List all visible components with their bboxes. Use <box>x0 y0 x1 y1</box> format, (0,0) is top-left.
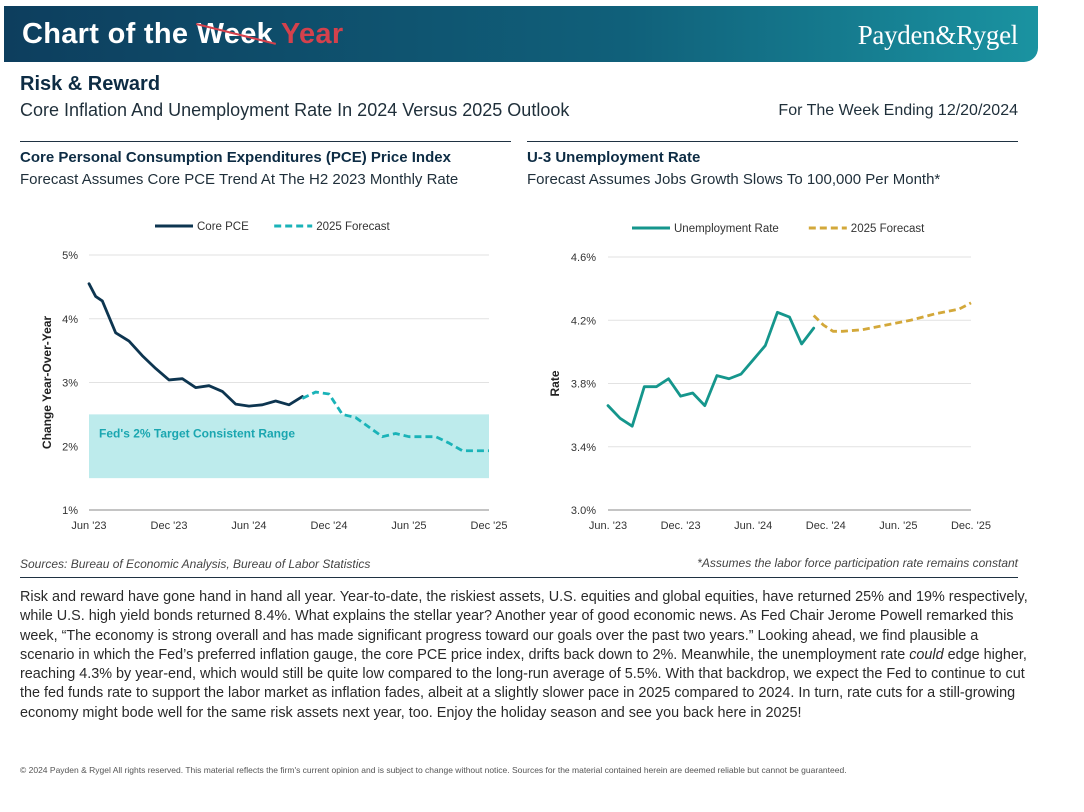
unemp-x-tick-label: Jun. '24 <box>734 520 772 532</box>
commentary-text-1: Risk and reward have gone hand in hand a… <box>20 589 1028 663</box>
unemp-series-actual-line <box>606 310 816 428</box>
pce-x-tick-label: Jun '25 <box>391 520 426 532</box>
unemp-x-tick-label: Jun. '25 <box>879 520 917 532</box>
pce-y-tick-label: 2% <box>62 441 78 453</box>
pce-x-tick-label: Dec '25 <box>471 520 508 532</box>
company-logo: Payden&Rygel <box>857 20 1019 50</box>
unemp-x-tick-label: Jun. '23 <box>589 520 627 532</box>
pce-legend-label: 2025 Forecast <box>316 221 390 233</box>
left-panel-rule <box>20 141 511 142</box>
unemp-x-tick-label: Dec. '25 <box>951 520 991 532</box>
banner-title-prefix: Chart of the <box>22 18 197 50</box>
unemp-legend-label: 2025 Forecast <box>851 223 925 235</box>
unemployment-chart: 3.0% 3.4% 3.8% 4.2% 4.6% Jun. '23 Dec. '23 Jun.… <box>548 223 991 532</box>
pce-x-tick-label: Jun '23 <box>71 520 106 532</box>
unemp-x-tick-label: Dec. '23 <box>661 520 701 532</box>
unemp-y-tick-label: 4.2% <box>571 315 596 327</box>
pce-x-tick-label: Dec '24 <box>311 520 348 532</box>
unemp-y-tick-label: 4.6% <box>571 252 596 264</box>
pce-legend-label: Core PCE <box>197 221 249 233</box>
pce-y-tick-label: 3% <box>62 378 78 390</box>
pce-x-tick-label: Jun '24 <box>231 520 266 532</box>
unemp-y-tick-label: 3.0% <box>571 505 596 517</box>
commentary-emphasis: could <box>909 646 944 663</box>
pce-target-band-label: Fed's 2% Target Consistent Range <box>99 427 295 441</box>
title-banner: Chart of the Week Year Payden&Rygel <box>4 6 1038 62</box>
pce-y-tick-label: 4% <box>62 314 78 326</box>
left-panel-subtitle: Forecast Assumes Core PCE Trend At The H… <box>20 171 459 188</box>
pce-y-axis-title: Change Year-Over-Year <box>40 316 54 450</box>
right-panel-subtitle: Forecast Assumes Jobs Growth Slows To 10… <box>527 171 941 188</box>
pce-series-actual-line <box>87 282 304 408</box>
pce-series-forecast-line <box>301 390 489 453</box>
pce-y-tick-label: 5% <box>62 250 78 262</box>
page-title: Risk & Reward <box>20 73 161 95</box>
week-ending-date: For The Week Ending 12/20/2024 <box>778 102 1018 119</box>
pce-chart: 1% 2% 3% 4% 5% Jun '23 Dec '23 Jun '24 Dec '24 Ju… <box>40 221 508 532</box>
right-panel-rule <box>527 141 1018 142</box>
left-panel-title: Core Personal Consumption Expenditures (… <box>20 149 451 166</box>
assumption-note: *Assumes the labor force participation r… <box>697 556 1018 570</box>
banner-title: Chart of the Week Year <box>22 18 343 51</box>
right-panel-title: U-3 Unemployment Rate <box>527 149 701 166</box>
banner-title-struck-word: Week <box>196 18 274 50</box>
banner-title-year: Year <box>280 18 344 50</box>
notes-rule <box>20 577 1018 578</box>
unemp-x-tick-label: Dec. '24 <box>806 520 846 532</box>
unemp-series-forecast-line <box>812 301 972 333</box>
unemp-y-tick-label: 3.8% <box>571 379 596 391</box>
unemp-y-axis-title: Rate <box>548 370 562 396</box>
copyright-footer: © 2024 Payden & Rygel All rights reserve… <box>20 765 847 775</box>
unemp-y-tick-label: 3.4% <box>571 442 596 454</box>
pce-x-tick-label: Dec '23 <box>151 520 188 532</box>
page-subtitle: Core Inflation And Unemployment Rate In … <box>20 100 570 120</box>
sources-note: Sources: Bureau of Economic Analysis, Bu… <box>20 557 371 571</box>
commentary-paragraph: Risk and reward have gone hand in hand a… <box>20 588 1030 723</box>
unemp-legend-label: Unemployment Rate <box>674 223 779 235</box>
commentary-text-2: edge higher, reaching 4.3% by year-end, … <box>20 646 1027 721</box>
pce-target-band <box>89 414 489 479</box>
pce-y-tick-label: 1% <box>62 505 78 517</box>
